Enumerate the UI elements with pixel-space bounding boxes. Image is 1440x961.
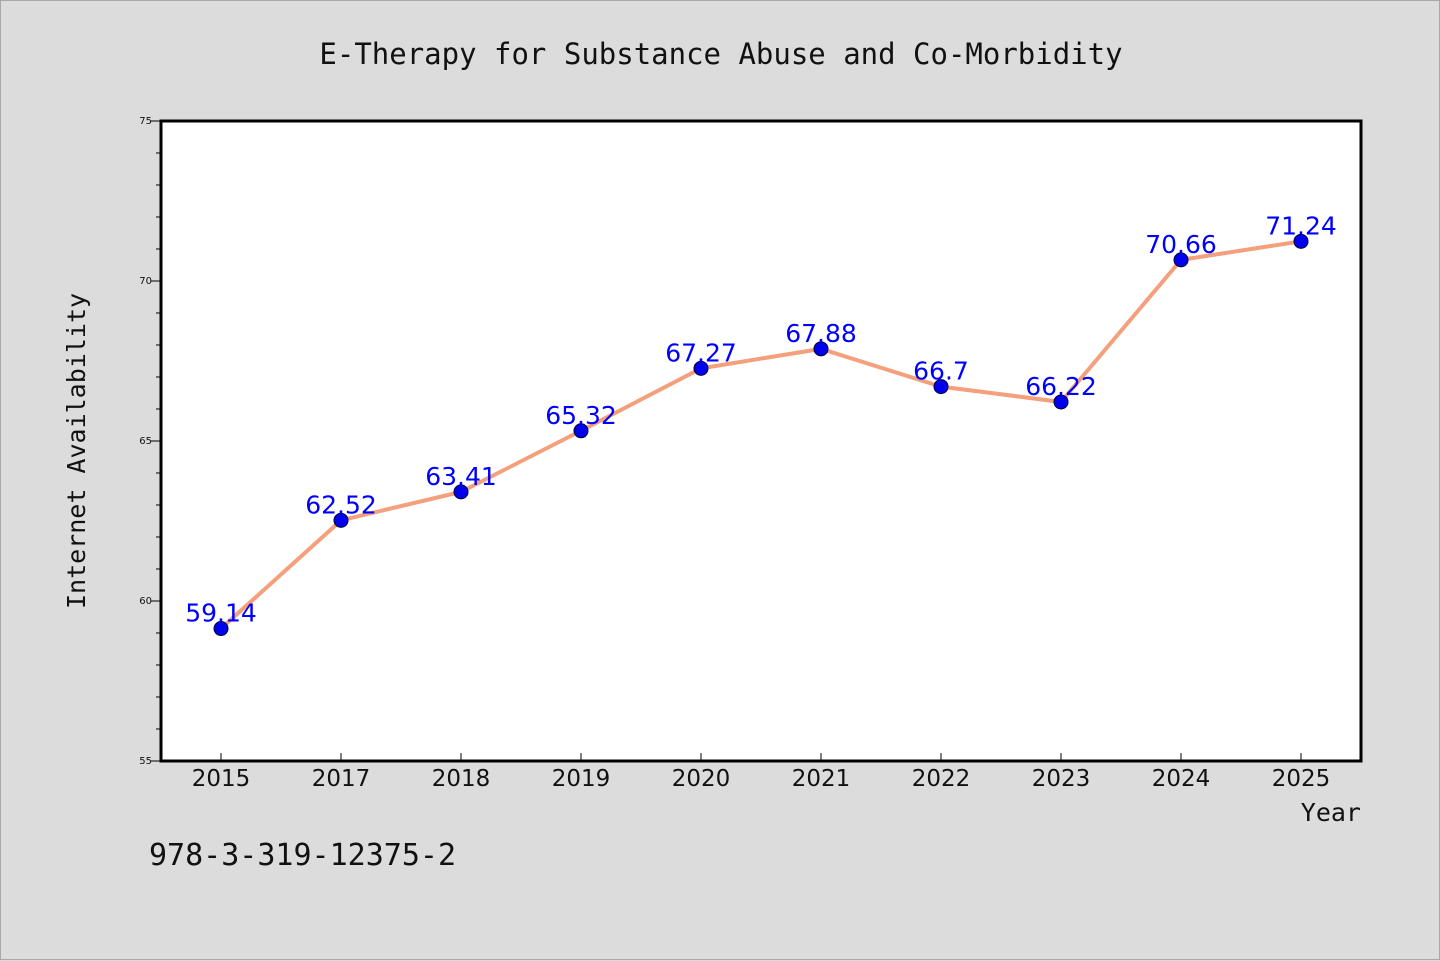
data-label: 62.52: [305, 490, 377, 519]
x-axis-label: Year: [1301, 798, 1361, 827]
plot-area: [159, 119, 1363, 763]
x-tick-label: 2017: [312, 766, 371, 792]
data-label: 71.24: [1265, 211, 1337, 240]
data-point: [813, 341, 829, 357]
y-tick-label: 70: [139, 276, 152, 287]
data-point: [693, 360, 709, 376]
data-label: 67.27: [665, 338, 737, 367]
x-tick-label: 2019: [552, 766, 611, 792]
y-axis: 55 60 65 70 75: [139, 116, 161, 767]
x-tick-label: 2020: [672, 766, 731, 792]
data-label: 67.88: [785, 319, 857, 348]
y-axis-label: Internet Availability: [62, 293, 91, 609]
y-tick-label: 60: [139, 596, 152, 607]
x-tick-label: 2018: [432, 766, 491, 792]
data-point: [933, 379, 949, 395]
data-label: 66.7: [913, 357, 969, 386]
data-point: [1293, 233, 1309, 249]
data-label: 59.14: [185, 599, 257, 628]
x-tick-label: 2023: [1032, 766, 1091, 792]
y-tick-label: 65: [139, 436, 152, 447]
x-tick-label: 2024: [1152, 766, 1211, 792]
data-label: 65.32: [545, 401, 617, 430]
series-line: [219, 239, 1302, 631]
x-tick-label: 2022: [912, 766, 971, 792]
data-label: 63.41: [425, 462, 497, 491]
y-tick-label: 55: [139, 756, 152, 767]
isbn-label: 978-3-319-12375-2: [149, 838, 456, 873]
data-label: 70.66: [1145, 230, 1217, 259]
data-series: 59.14 62.52 63.41 65.32 67.27 67.88 66.7 66.22 7…: [185, 211, 1337, 637]
x-tick-label: 2015: [192, 766, 251, 792]
x-tick-label: 2025: [1272, 766, 1331, 792]
data-point: [573, 423, 589, 439]
y-tick-label: 75: [139, 116, 152, 127]
data-point: [333, 512, 349, 528]
data-point: [1053, 394, 1069, 410]
chart-title: E-Therapy for Substance Abuse and Co-Mor…: [319, 37, 1122, 71]
x-tick-label: 2021: [792, 766, 851, 792]
x-axis: 2015 2017 2018 2019 2020 2021 2022 2023 2024 2025: [192, 753, 1331, 792]
data-point: [453, 484, 469, 500]
data-point: [213, 621, 229, 637]
data-point: [1173, 252, 1189, 268]
data-label: 66.22: [1025, 372, 1097, 401]
